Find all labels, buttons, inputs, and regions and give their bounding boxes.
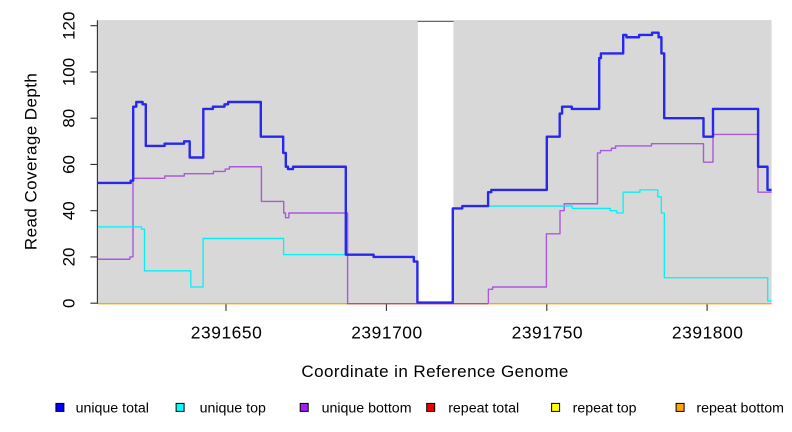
svg-text:repeat top: repeat top [573,401,637,417]
svg-text:2391800: 2391800 [672,322,743,342]
svg-text:120: 120 [59,12,78,40]
svg-text:60: 60 [59,155,78,174]
svg-text:Read Coverage Depth: Read Coverage Depth [22,73,41,250]
svg-text:repeat total: repeat total [448,401,519,417]
svg-text:repeat bottom: repeat bottom [696,401,784,417]
svg-text:unique total: unique total [76,401,149,417]
svg-text:20: 20 [59,247,78,266]
svg-text:unique top: unique top [200,401,266,417]
svg-text:unique bottom: unique bottom [322,401,412,417]
svg-text:0: 0 [59,298,78,307]
svg-text:Coordinate in Reference Genome: Coordinate in Reference Genome [301,362,568,381]
svg-text:2391700: 2391700 [351,322,422,342]
svg-text:2391750: 2391750 [512,322,583,342]
svg-text:40: 40 [59,201,78,220]
svg-text:2391650: 2391650 [191,322,262,342]
svg-text:80: 80 [59,109,78,128]
svg-text:100: 100 [59,58,78,86]
